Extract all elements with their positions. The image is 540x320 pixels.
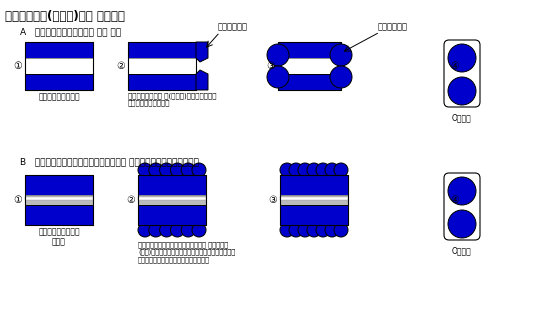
Circle shape [307, 223, 321, 237]
Circle shape [334, 223, 348, 237]
Bar [278, 42, 341, 58]
Circle shape [171, 223, 184, 237]
Bar [138, 205, 206, 225]
Text: 旋盤で高速回転し 刃(バイト)で内径を切削し
次に外径を切削する。: 旋盤で高速回転し 刃(バイト)で内径を切削し 次に外径を切削する。 [128, 92, 217, 106]
Text: ゴムチューブと芯の
断面図: ゴムチューブと芯の 断面図 [38, 227, 80, 246]
Circle shape [330, 44, 352, 66]
Bar [25, 195, 93, 205]
Text: ③: ③ [266, 61, 275, 71]
Circle shape [289, 163, 303, 177]
Circle shape [171, 163, 184, 177]
FancyBboxPatch shape [444, 173, 480, 240]
FancyBboxPatch shape [444, 40, 480, 107]
Bar [278, 42, 341, 90]
Circle shape [267, 66, 289, 88]
Circle shape [330, 66, 352, 88]
Bar [25, 74, 93, 90]
Bar [25, 205, 93, 225]
Bar [128, 58, 196, 74]
Circle shape [192, 163, 206, 177]
Bar [128, 74, 196, 90]
Circle shape [289, 223, 303, 237]
Text: Oリング: Oリング [452, 246, 472, 255]
Bar [138, 175, 206, 195]
Circle shape [149, 223, 163, 237]
Bar [25, 175, 93, 195]
Circle shape [316, 163, 330, 177]
Bar [280, 197, 348, 200]
Bar [278, 74, 341, 90]
Bar [138, 195, 206, 205]
Circle shape [181, 163, 195, 177]
Bar [25, 175, 93, 225]
Bar [25, 42, 93, 90]
Bar [280, 195, 348, 205]
Circle shape [325, 223, 339, 237]
Circle shape [298, 163, 312, 177]
Polygon shape [196, 70, 208, 90]
Text: Oリング: Oリング [452, 113, 472, 122]
Circle shape [280, 163, 294, 177]
Circle shape [160, 163, 173, 177]
Bar [128, 42, 196, 90]
Text: バイト（刃）: バイト（刃） [218, 22, 248, 31]
Text: ③: ③ [268, 195, 277, 205]
Bar [278, 58, 341, 74]
Circle shape [267, 44, 289, 66]
Text: ゴムチューブ断面図: ゴムチューブ断面図 [38, 92, 80, 101]
Text: ゴムチューブ(パイプ)より 機械加工: ゴムチューブ(パイプ)より 機械加工 [5, 10, 125, 23]
Circle shape [334, 163, 348, 177]
Circle shape [307, 163, 321, 177]
Text: バイト（刃）: バイト（刃） [378, 22, 408, 31]
Polygon shape [196, 42, 208, 62]
Circle shape [448, 77, 476, 105]
Bar [280, 175, 348, 195]
Circle shape [138, 163, 152, 177]
Text: ④: ④ [450, 61, 459, 71]
Circle shape [181, 223, 195, 237]
Text: ②: ② [116, 61, 125, 71]
Text: B   ゴムチューブを芯にはめて高速回転さ せ特殊な刃物で切削する方法: B ゴムチューブを芯にはめて高速回転さ せ特殊な刃物で切削する方法 [20, 157, 199, 166]
Circle shape [448, 177, 476, 205]
Circle shape [316, 223, 330, 237]
Bar [128, 42, 196, 58]
Circle shape [280, 223, 294, 237]
Circle shape [298, 223, 312, 237]
Circle shape [138, 223, 152, 237]
Text: ④: ④ [450, 195, 459, 205]
Circle shape [448, 210, 476, 238]
Bar [138, 197, 206, 200]
Circle shape [448, 44, 476, 72]
Text: 芯にはめたゴムチューブを高速回転さ せ特殊治具
(刃物)で外径を切削し、それを取り出し裏返しにして
芯にはめなおす。また外径を切削する。: 芯にはめたゴムチューブを高速回転さ せ特殊治具 (刃物)で外径を切削し、それを取… [138, 241, 235, 263]
Bar [25, 197, 93, 200]
Circle shape [149, 163, 163, 177]
Text: ①: ① [14, 61, 22, 71]
Circle shape [192, 223, 206, 237]
Text: ②: ② [126, 195, 135, 205]
Bar [280, 175, 348, 225]
Text: A   金属や樹脂の旋盤加工と 同じ 方法: A 金属や樹脂の旋盤加工と 同じ 方法 [20, 27, 121, 36]
Bar [25, 42, 93, 58]
Bar [138, 175, 206, 225]
Circle shape [160, 223, 173, 237]
Circle shape [325, 163, 339, 177]
Bar [280, 205, 348, 225]
Text: ①: ① [14, 195, 22, 205]
Bar [25, 58, 93, 74]
